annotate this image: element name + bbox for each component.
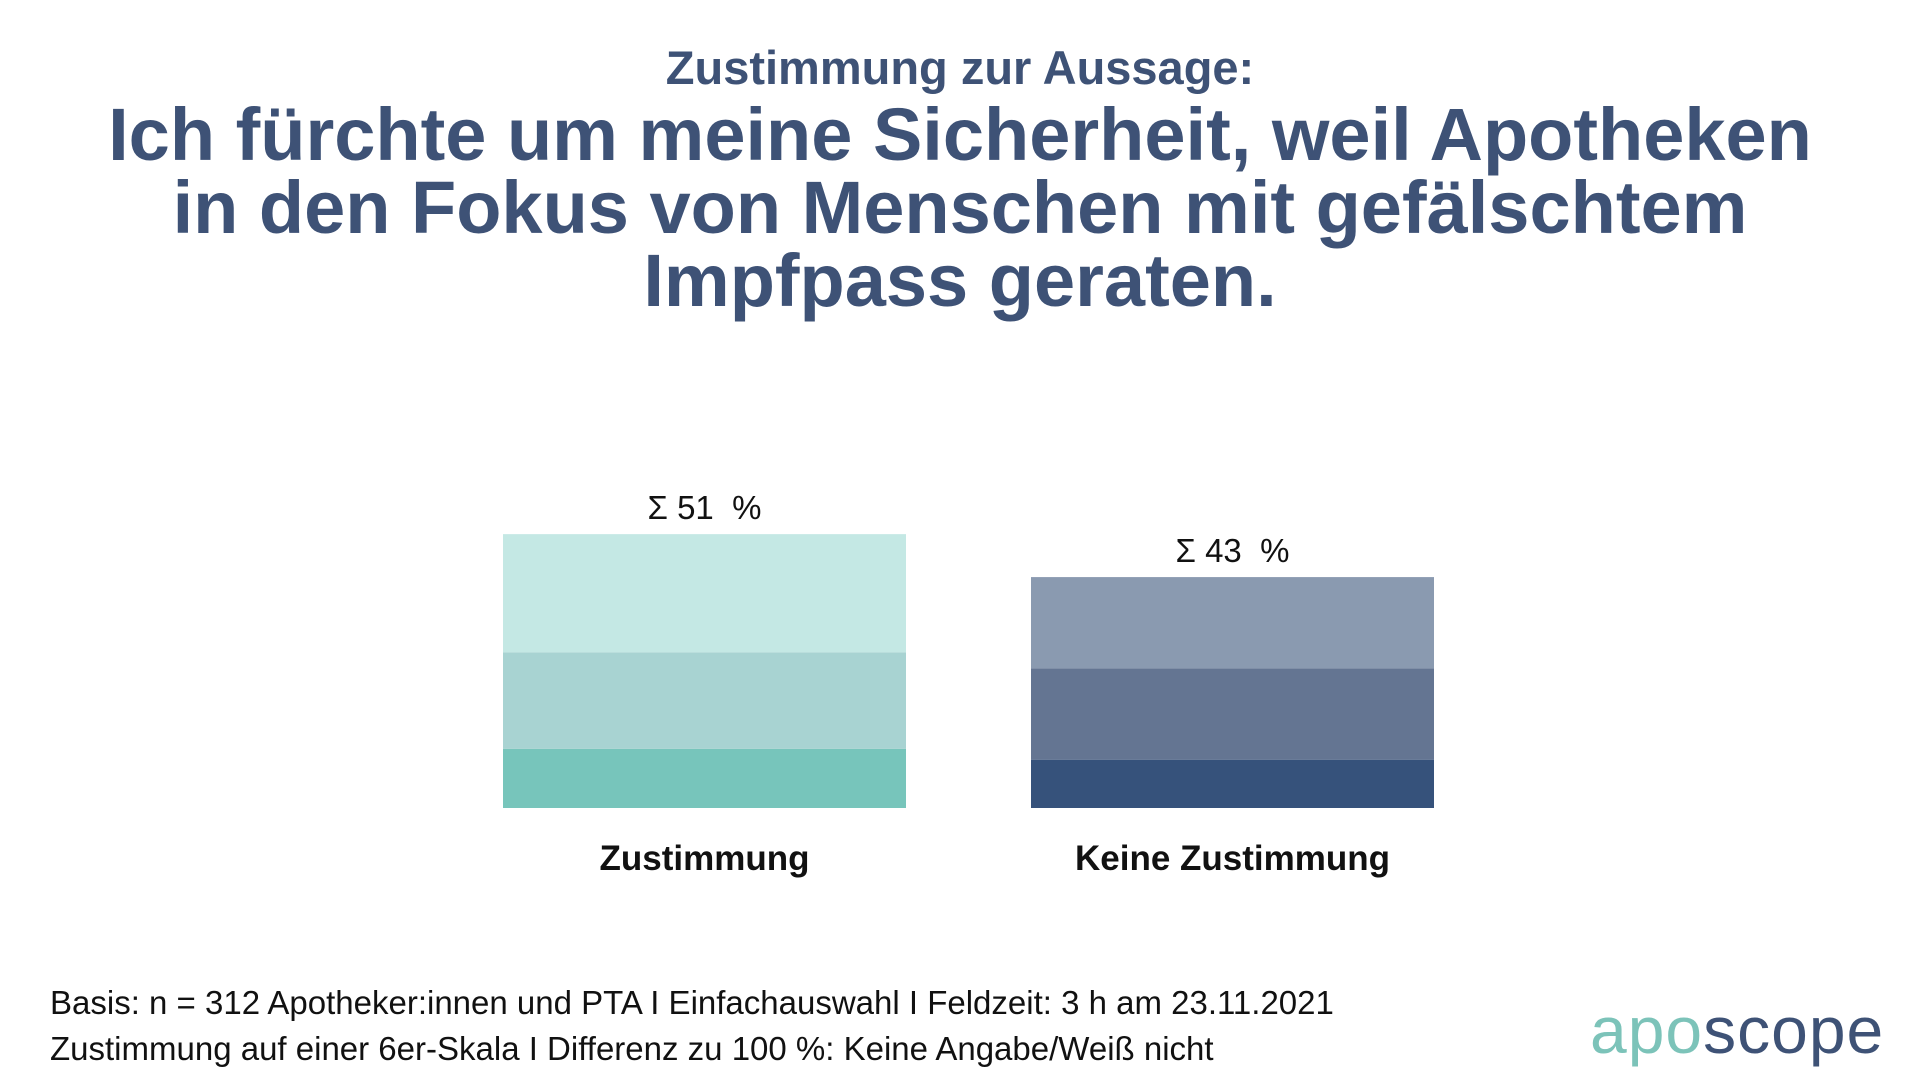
chart-title-line-3: Impfpass geraten. <box>643 239 1277 322</box>
bar-segment-zustimmung-1 <box>503 748 906 808</box>
bar-segment-zustimmung-3 <box>503 534 906 653</box>
chart-title: Ich fürchte um meine Sicherheit, weil Ap… <box>0 93 1920 322</box>
bar-segment-keine-zustimmung-2 <box>1031 668 1434 760</box>
total-label-keine-zustimmung: Σ 43 % <box>1176 532 1290 569</box>
bar-segment-keine-zustimmung-1 <box>1031 759 1434 808</box>
chart-title-line-1: Ich fürchte um meine Sicherheit, weil Ap… <box>108 93 1812 176</box>
category-label-zustimmung: Zustimmung <box>600 839 810 878</box>
chart-title-line-2: in den Fokus von Menschen mit gefälschte… <box>172 166 1748 249</box>
footnote: Basis: n = 312 Apotheker:innen und PTA I… <box>50 980 1334 1072</box>
chart-subtitle: Zustimmung zur Aussage: <box>665 41 1255 94</box>
footnote-line-2: Zustimmung auf einer 6er-Skala I Differe… <box>50 1030 1214 1067</box>
total-label-zustimmung: Σ 51 % <box>648 489 762 526</box>
bar-segment-zustimmung-2 <box>503 652 906 749</box>
aposcope-logo: aposcope <box>1590 990 1884 1070</box>
category-label-keine-zustimmung: Keine Zustimmung <box>1075 839 1390 878</box>
footnote-line-1: Basis: n = 312 Apotheker:innen und PTA I… <box>50 984 1334 1021</box>
bar-segment-keine-zustimmung-3 <box>1031 577 1434 669</box>
logo-part-apo: apo <box>1590 993 1704 1067</box>
logo-part-scope: scope <box>1703 993 1885 1067</box>
